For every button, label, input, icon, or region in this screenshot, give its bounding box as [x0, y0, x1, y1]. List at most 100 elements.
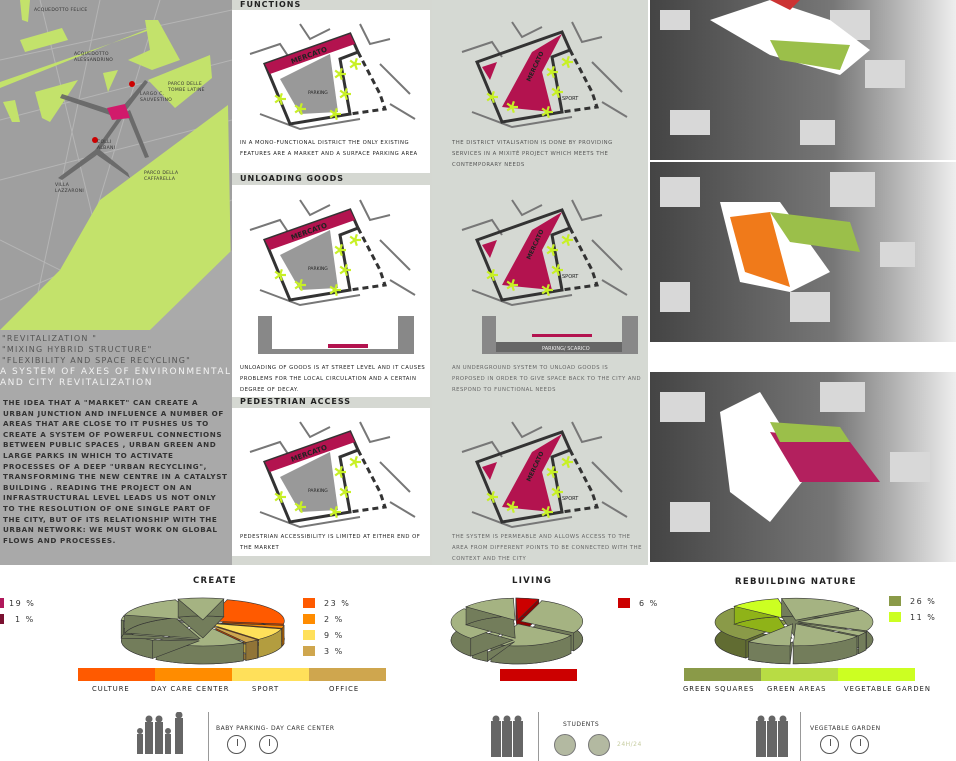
tree-icon — [329, 107, 341, 121]
pie-chart-create — [120, 597, 285, 665]
legend-swatch — [0, 614, 4, 624]
family-silhouette-icon — [137, 712, 183, 754]
clock-icon — [227, 735, 246, 754]
tree-icon — [294, 278, 306, 292]
tree-icon — [486, 90, 498, 104]
market-strip — [265, 210, 355, 250]
market-strip — [502, 212, 562, 290]
parking-area — [280, 452, 338, 512]
tree-icon — [294, 102, 306, 116]
section-drawing-existing — [258, 316, 414, 354]
map-label: Acquedotto Felice — [34, 8, 88, 13]
legend-swatch — [303, 614, 315, 624]
hours-label: 24H/24 — [617, 741, 642, 748]
legend-label: 26 % — [910, 596, 937, 606]
legend-swatch — [889, 596, 901, 606]
bar-day-care-center — [155, 668, 232, 681]
parking-label: PARKING — [308, 266, 328, 272]
pie-chart-living — [450, 597, 584, 665]
category-label: DAY CARE CENTER — [151, 685, 230, 693]
market-strip — [502, 34, 562, 112]
tree-icon — [294, 500, 306, 514]
tree-icon — [506, 278, 518, 292]
caption-proposal: The system is permeable and allows acces… — [452, 534, 642, 562]
bar-vegetable-garden — [838, 668, 915, 681]
tree-icon — [546, 465, 558, 479]
tree-icon — [486, 268, 498, 282]
tree-icon — [339, 485, 351, 499]
tree-icon — [561, 55, 573, 69]
legend-label: 1 % — [15, 614, 35, 624]
pie-slice-other — [792, 623, 858, 647]
legend-label: 6 % — [639, 598, 659, 608]
tree-icon — [506, 500, 518, 514]
divider — [800, 712, 801, 761]
full-clock-icon — [554, 734, 576, 756]
render-view-2 — [650, 162, 956, 342]
tree-icon — [334, 67, 346, 81]
tree-icon — [274, 268, 286, 282]
legend-swatch — [303, 646, 315, 656]
section-drawing-proposal: PARKING/ SCARICO — [482, 316, 638, 354]
gardeners-silhouette-icon — [756, 715, 788, 757]
user-group-label: VEGETABLE GARDEN — [810, 725, 881, 732]
pie-slice-11 — [733, 598, 793, 621]
divider — [538, 712, 539, 761]
legend-swatch — [303, 598, 315, 608]
tree-icon — [551, 263, 563, 277]
pie-chart-rebuilding-nature — [714, 597, 874, 665]
legend-item: 9 % — [303, 630, 344, 640]
full-clock-icon — [588, 734, 610, 756]
tree-icon — [506, 100, 518, 114]
bar-culture — [78, 668, 155, 681]
section-title: UNLOADING GOODS — [240, 174, 345, 183]
bar-green-areas — [761, 668, 838, 681]
user-group-label: BABY PARKING- DAY CARE CENTER — [216, 725, 335, 732]
pie-slice-other — [747, 623, 794, 647]
tree-icon — [349, 233, 361, 247]
parking-area — [280, 230, 338, 290]
tree-icon — [329, 505, 341, 519]
slogan: "MIXING HYBRID STRUCTURE" — [2, 345, 153, 354]
legend-swatch — [618, 598, 630, 608]
caption-existing: Unloading of goods is at street level an… — [240, 365, 426, 393]
intro-text: THE IDEA THAT A "MARKET" CAN CREATE A UR… — [3, 398, 228, 545]
legend-item: 2 % — [303, 614, 344, 624]
pie-slice-other — [465, 597, 516, 621]
tree-icon — [329, 283, 341, 297]
parking-label: PARKING — [308, 488, 328, 494]
tree-icon — [274, 92, 286, 106]
market-strip — [265, 34, 355, 74]
bar-green-squares — [684, 668, 761, 681]
legend-label: 9 % — [324, 630, 344, 640]
tree-icon — [486, 490, 498, 504]
clock-icon — [820, 735, 839, 754]
user-group-label: STUDENTS — [563, 721, 600, 728]
tree-icon — [546, 65, 558, 79]
tree-icon — [541, 505, 553, 519]
tree-icon — [561, 455, 573, 469]
pie-slice-3 — [205, 623, 259, 643]
category-label: VEGETABLE GARDEN — [844, 685, 931, 693]
tree-icon — [541, 105, 553, 119]
caption-existing: In a mono-functional district the only e… — [240, 140, 418, 157]
legend-label: 3 % — [324, 646, 344, 656]
category-label: OFFICE — [329, 685, 360, 693]
pie-slice-other — [797, 609, 874, 632]
tree-icon — [551, 485, 563, 499]
tree-icon — [541, 283, 553, 297]
pie-slice-other — [177, 597, 225, 621]
sport-label: SPORT — [562, 274, 579, 280]
render-view-1 — [650, 0, 956, 160]
legend-item: 23 % — [303, 598, 350, 608]
legend-swatch — [889, 612, 901, 622]
slogan: "REVITALIZATION " — [2, 334, 98, 343]
legend-item: 19 % — [0, 598, 35, 608]
section-title: PEDESTRIAN ACCESS — [240, 397, 352, 406]
map-label: Villa Lazzaroni — [55, 183, 84, 194]
sport-label: SPORT — [562, 496, 579, 502]
